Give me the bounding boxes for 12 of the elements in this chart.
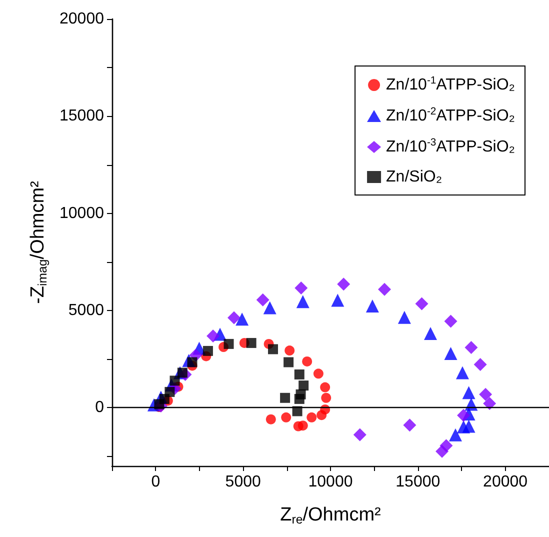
y-tick-label: 5000 — [68, 302, 104, 320]
x-tick-label: 5000 — [225, 474, 261, 490]
x-tick-label: 20000 — [483, 474, 528, 490]
y-tick-label: 15000 — [60, 108, 104, 125]
legend-label: Zn/SiO₂ — [386, 168, 442, 186]
y-tick-label: 20000 — [60, 10, 104, 28]
x-tick-label: 15000 — [396, 474, 440, 490]
y-tick-label: 10000 — [60, 204, 104, 222]
x-tick-label: 10000 — [308, 474, 353, 490]
y-tick-label: 0 — [95, 399, 104, 416]
y-axis-title: -Zimag/Ohmcm² — [27, 181, 50, 304]
x-tick-label: 0 — [151, 474, 160, 490]
